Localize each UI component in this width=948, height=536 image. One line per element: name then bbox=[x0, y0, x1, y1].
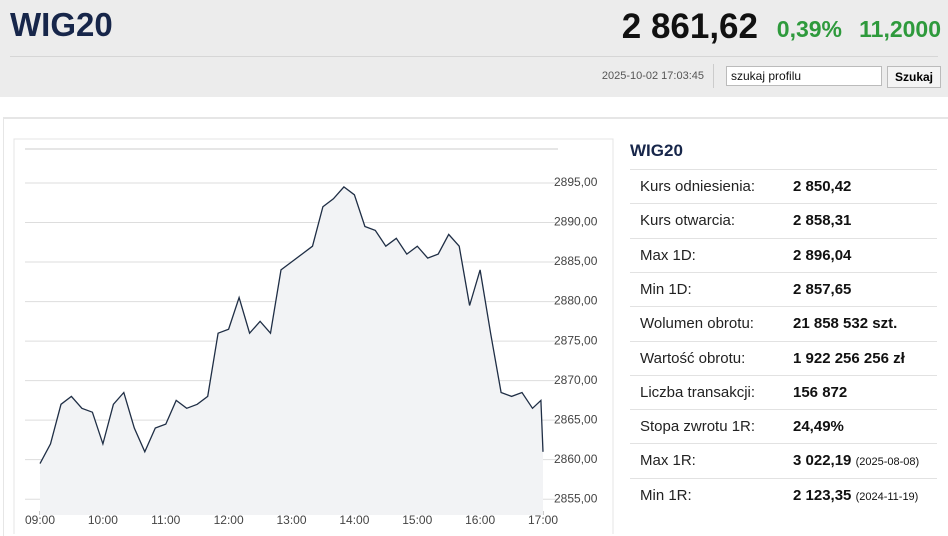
row-label: Kurs otwarcia: bbox=[640, 212, 736, 230]
y-tick-label: 2860,00 bbox=[554, 452, 598, 466]
row-label: Max 1D: bbox=[640, 246, 696, 264]
table-row: Kurs odniesienia: 2 850,42 bbox=[630, 169, 937, 204]
table-row: Wolumen obrotu: 21 858 532 szt. bbox=[630, 306, 937, 341]
divider bbox=[713, 64, 714, 88]
x-tick-label: 10:00 bbox=[88, 513, 118, 527]
table-row: Max 1D: 2 896,04 bbox=[630, 237, 937, 273]
row-label: Stopa zwrotu 1R: bbox=[640, 418, 756, 436]
card bbox=[3, 117, 948, 536]
row-label: Min 1R: bbox=[640, 486, 692, 504]
row-value: 24,49% bbox=[793, 418, 844, 436]
y-tick-label: 2870,00 bbox=[554, 373, 598, 387]
table-row: Min 1R: 2 123,35 (2024-11-19) bbox=[630, 477, 937, 513]
y-tick-label: 2880,00 bbox=[554, 294, 598, 308]
price: 2 861,62 bbox=[621, 7, 758, 46]
row-label: Wartość obrotu: bbox=[640, 349, 746, 367]
table-row: Wartość obrotu: 1 922 256 256 zł bbox=[630, 340, 937, 376]
x-tick-label: 13:00 bbox=[276, 513, 306, 527]
x-tick-label: 11:00 bbox=[151, 513, 180, 527]
row-label: Liczba transakcji: bbox=[640, 383, 756, 401]
search-button[interactable]: Szukaj bbox=[887, 66, 941, 88]
row-value: 2 123,35 (2024-11-19) bbox=[793, 486, 919, 504]
x-tick-label: 17:00 bbox=[528, 513, 558, 527]
row-label: Wolumen obrotu: bbox=[640, 315, 754, 333]
row-date: (2025-08-08) bbox=[855, 456, 920, 469]
row-value: 2 858,31 bbox=[793, 212, 852, 230]
divider bbox=[10, 56, 938, 57]
x-tick-label: 12:00 bbox=[214, 513, 244, 527]
table-row: Stopa zwrotu 1R: 24,49% bbox=[630, 409, 937, 444]
price-line bbox=[39, 186, 544, 464]
y-tick-label: 2875,00 bbox=[554, 333, 598, 347]
row-label: Kurs odniesienia: bbox=[640, 178, 756, 195]
chart-frame bbox=[13, 138, 614, 534]
row-value: 2 850,42 bbox=[793, 178, 852, 195]
table-row: Min 1D: 2 857,65 bbox=[630, 271, 937, 307]
y-tick-label: 2885,00 bbox=[554, 254, 598, 268]
row-value: 1 922 256 256 zł bbox=[793, 349, 905, 367]
title: WIG20 bbox=[10, 6, 113, 43]
y-tick-label: 2865,00 bbox=[554, 412, 598, 426]
change-abs: 11,2000 bbox=[859, 16, 941, 42]
row-value: 2 896,04 bbox=[793, 246, 852, 264]
x-tick-label: 16:00 bbox=[465, 513, 495, 527]
area bbox=[40, 186, 543, 515]
x-tick-label: 09:00 bbox=[25, 513, 55, 527]
table-row: Max 1R: 3 022,19 (2025-08-08) bbox=[630, 443, 937, 478]
y-tick-label: 2855,00 bbox=[554, 491, 598, 505]
row-date: (2024-11-19) bbox=[855, 490, 919, 503]
y-tick-label: 2890,00 bbox=[554, 215, 598, 229]
row-value: 3 022,19 (2025-08-08) bbox=[793, 452, 920, 470]
x-tick-label: 14:00 bbox=[339, 513, 369, 527]
row-value: 21 858 532 szt. bbox=[793, 315, 898, 333]
header: WIG20 2 861,62 0,39% 11,2000 2025-10-02 … bbox=[0, 0, 948, 97]
table-title: WIG20 bbox=[630, 141, 683, 160]
table-row: Liczba transakcji: 156 872 bbox=[630, 374, 937, 410]
x-tick-label: 15:00 bbox=[402, 513, 432, 527]
y-tick-label: 2895,00 bbox=[554, 175, 598, 189]
row-value: 156 872 bbox=[793, 383, 848, 401]
timestamp: 2025-10-02 17:03:45 bbox=[601, 70, 704, 82]
row-value: 2 857,65 bbox=[793, 280, 852, 298]
change-pct: 0,39% bbox=[776, 16, 842, 42]
search-input[interactable]: szukaj profilu bbox=[726, 66, 882, 86]
row-label: Max 1R: bbox=[640, 452, 696, 470]
table-row: Kurs otwarcia: 2 858,31 bbox=[630, 203, 937, 238]
row-label: Min 1D: bbox=[640, 280, 692, 298]
